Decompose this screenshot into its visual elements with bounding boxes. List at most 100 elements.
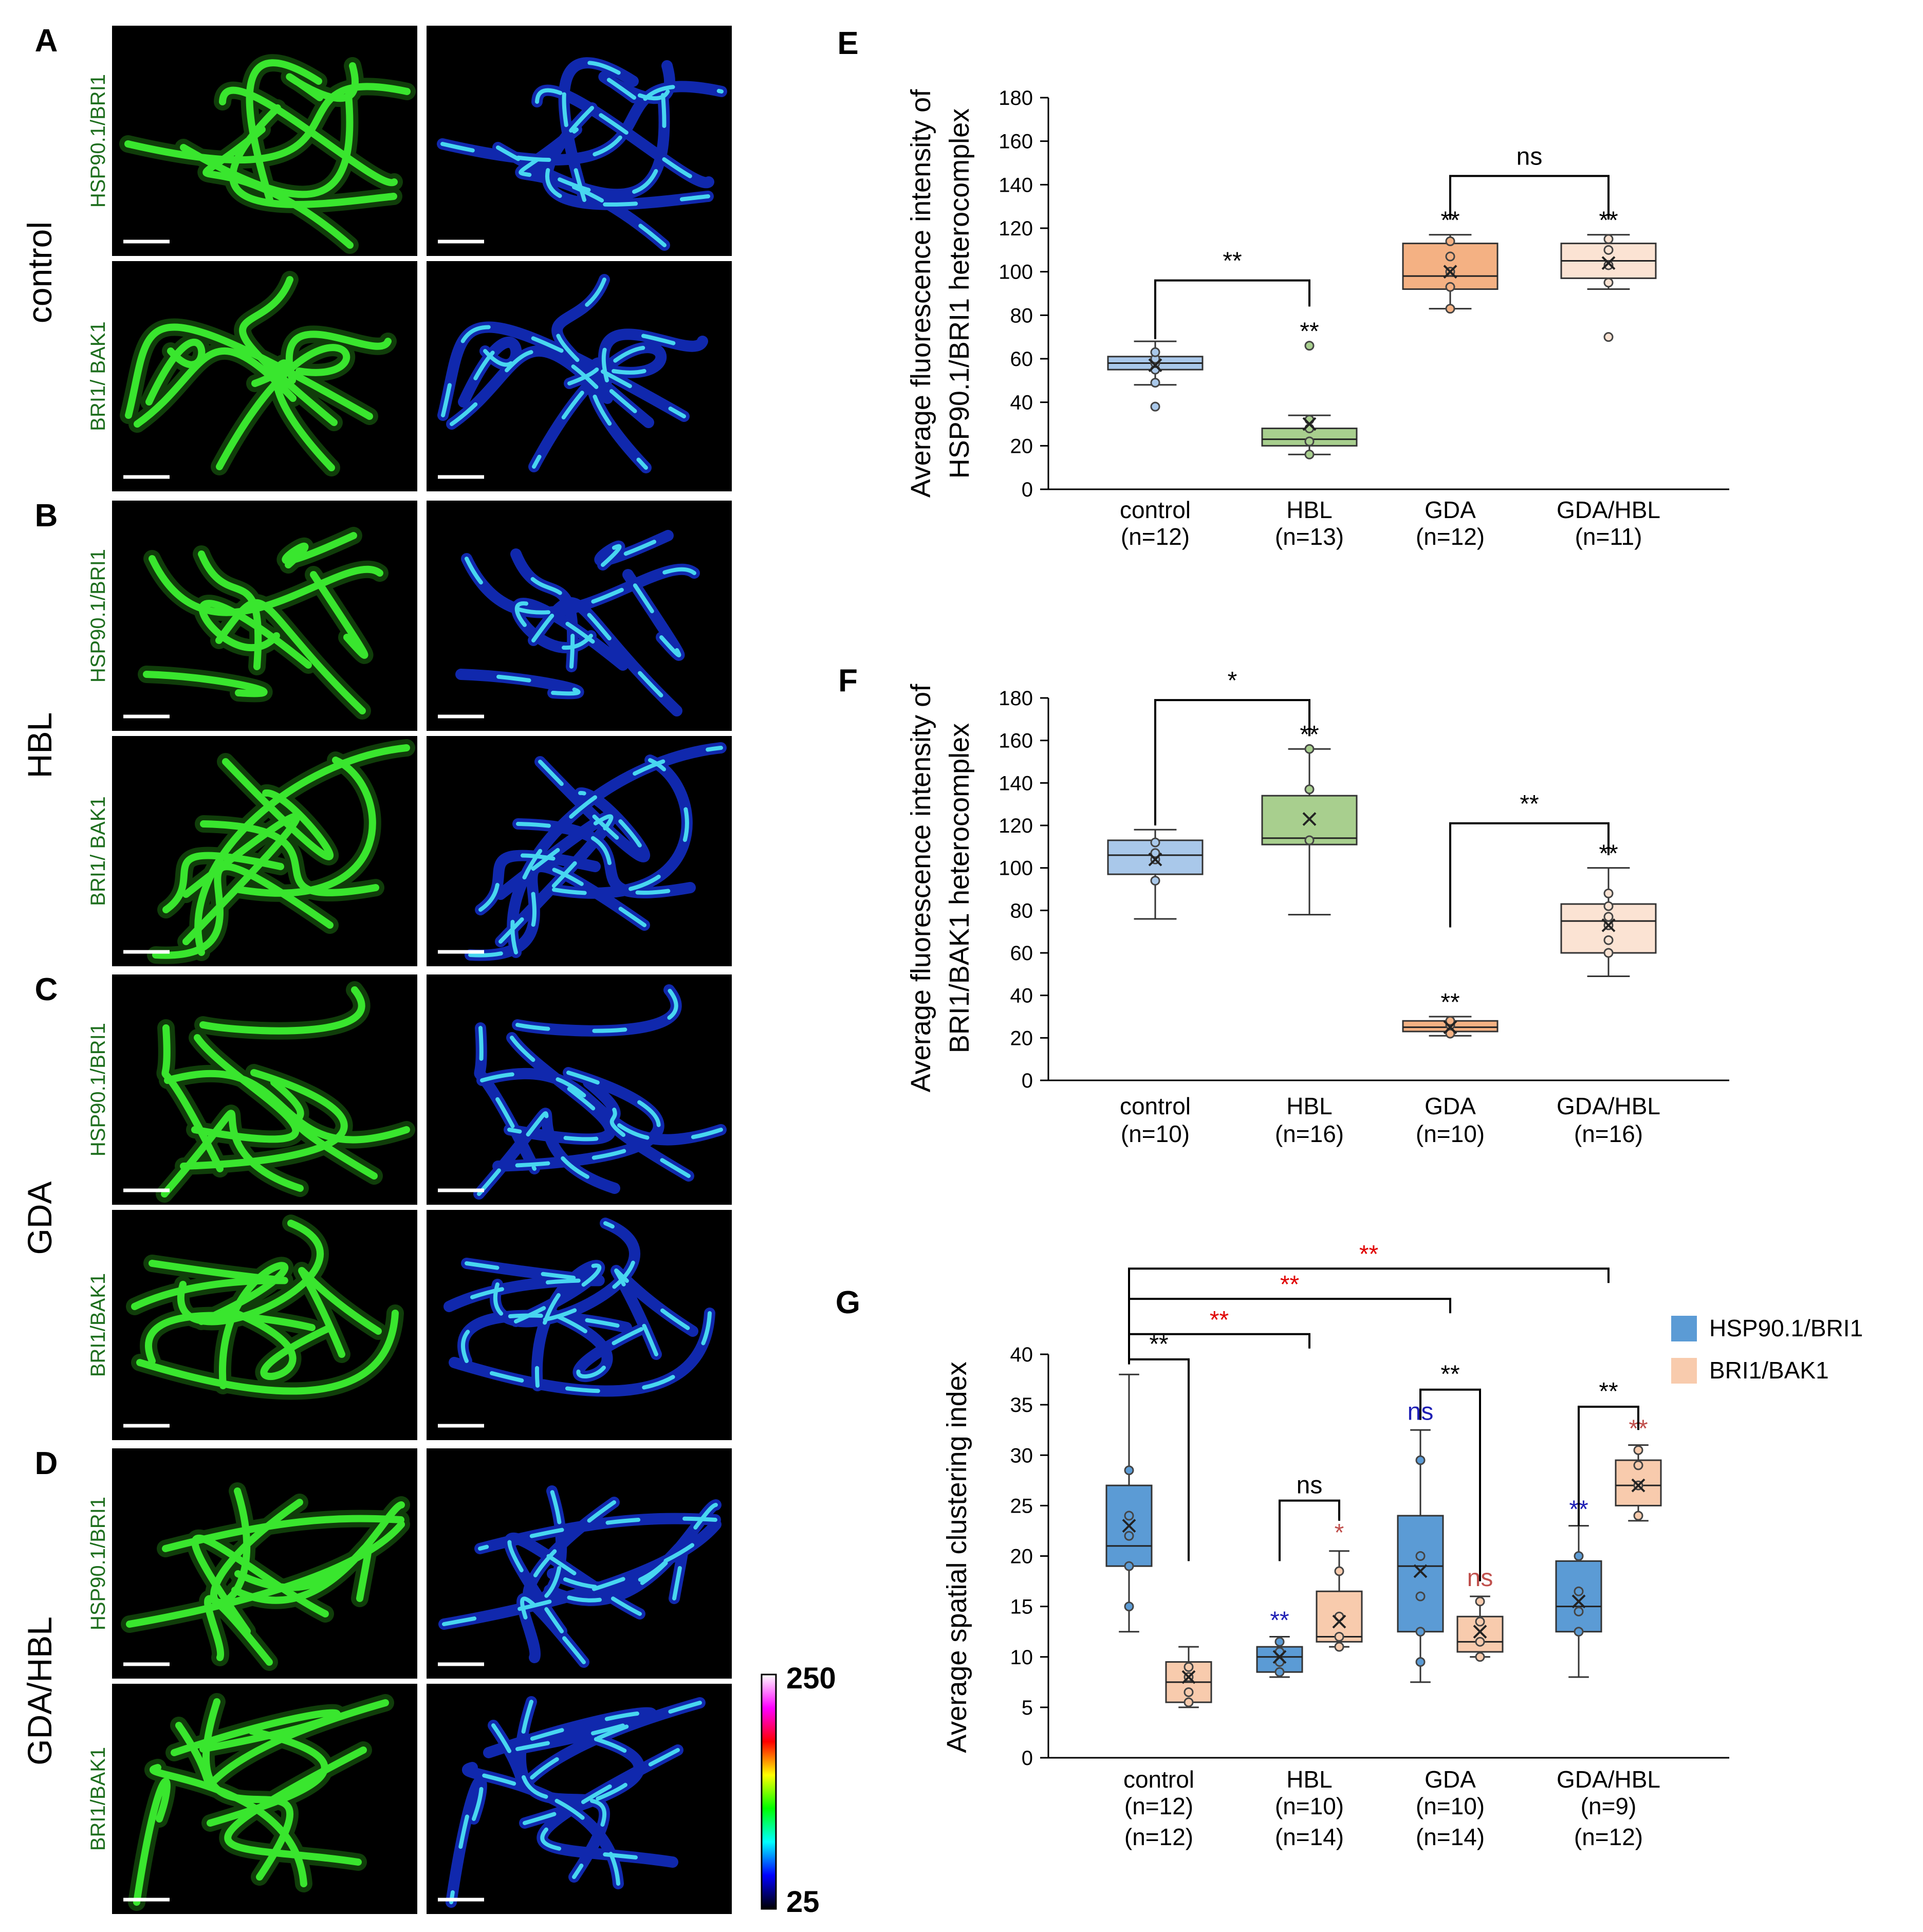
y-tick-label: 20	[1010, 1027, 1033, 1050]
iqr-box	[1402, 243, 1499, 290]
cell-wall-high-intensity	[447, 1221, 712, 1393]
cell-wall-signal	[143, 532, 383, 714]
panel-letter: G	[836, 1285, 860, 1320]
y-tick-label: 35	[1010, 1394, 1033, 1416]
data-point	[1124, 1465, 1134, 1476]
data-point	[1150, 401, 1160, 412]
n-label: (n=14)	[1275, 1824, 1344, 1850]
panel-letter: A	[35, 23, 58, 59]
y-tick-label: 120	[999, 815, 1033, 837]
y-tick-label: 10	[1010, 1646, 1033, 1669]
pair-bracket	[1128, 1358, 1190, 1561]
data-point	[1603, 332, 1614, 342]
bracket-label: **	[1223, 248, 1242, 275]
n-label: (n=10)	[1275, 1793, 1344, 1819]
condition-label: HBL	[21, 712, 59, 778]
data-point	[1334, 1566, 1344, 1576]
comparison-bracket	[1154, 279, 1310, 339]
y-tick-label: 0	[1022, 479, 1033, 501]
cell-wall-signal	[131, 1220, 399, 1395]
category-label: GDA/HBL	[1557, 496, 1660, 523]
cell-wall-signal	[152, 744, 410, 959]
category-label: GDA	[1425, 1766, 1476, 1793]
category-label: control	[1123, 1766, 1194, 1793]
panel-d: D GDA/HBL HSP90.1/BRI1 BRI1/BAK1	[21, 1446, 732, 1914]
y-tick-label: 20	[1010, 435, 1033, 457]
row-label: BRI1/ BAK1	[87, 321, 109, 431]
y-tick-label: 40	[1010, 985, 1033, 1007]
pair-bracket	[1578, 1406, 1639, 1526]
data-point	[1445, 251, 1455, 262]
box-hbl	[1261, 744, 1358, 916]
bracket-label: ns	[1517, 143, 1543, 170]
chart-e: E 0 20 40 60 80 100 120 140 160 180 Average fluores…	[837, 26, 1729, 550]
cell-wall-signal	[126, 1487, 405, 1666]
y-tick-label: 100	[999, 261, 1033, 284]
data-point	[1124, 1531, 1134, 1541]
n-label: (n=12)	[1121, 523, 1190, 550]
data-point	[1415, 1627, 1426, 1637]
n-label: (n=13)	[1275, 523, 1344, 550]
data-point	[1603, 888, 1614, 898]
legend-label: HSP90.1/BRI1	[1709, 1315, 1863, 1341]
mean-marker	[1413, 1564, 1428, 1578]
data-point	[1184, 1662, 1194, 1672]
n-label: (n=11)	[1575, 523, 1642, 550]
panel-letter: B	[35, 498, 58, 533]
y-tick-label: 100	[999, 857, 1033, 880]
row-label: HSP90.1/BRI1	[87, 74, 109, 208]
y-tick-label: 20	[1010, 1545, 1033, 1568]
data-point	[1124, 1602, 1134, 1612]
data-point	[1633, 1445, 1643, 1455]
y-axis-label: Average fluorescence intensity of	[905, 89, 936, 498]
mean-marker	[1148, 358, 1162, 373]
n-label: (n=12)	[1416, 523, 1485, 550]
box-control	[1107, 340, 1204, 412]
n-label: (n=10)	[1121, 1120, 1190, 1147]
cross-bracket	[1128, 1298, 1451, 1359]
data-point	[1304, 341, 1315, 351]
panel-b: B HBL HSP90.1/BRI1 BRI1/ BAK1	[21, 498, 732, 966]
data-point	[1415, 1551, 1426, 1561]
y-tick-label: 120	[999, 217, 1033, 240]
category-label: control	[1120, 496, 1191, 523]
data-point	[1603, 245, 1614, 255]
data-point	[1603, 234, 1614, 244]
bracket-label: **	[1280, 1271, 1299, 1298]
y-tick-label: 0	[1022, 1070, 1033, 1092]
cell-wall-signal	[124, 59, 411, 249]
category-label: HBL	[1286, 1093, 1332, 1119]
data-point	[1274, 1667, 1285, 1677]
data-point	[1274, 1636, 1285, 1647]
data-point	[1445, 1016, 1455, 1026]
row-label: HSP90.1/BRI1	[87, 1497, 109, 1630]
chart-g: G 0 5 10 15 20 25 30 35 40 Average spatial cluster…	[836, 1241, 1863, 1850]
data-point	[1304, 835, 1315, 845]
cell-wall-high-intensity	[449, 1700, 702, 1904]
category-label: HBL	[1286, 1766, 1332, 1793]
box-gda	[1402, 1016, 1499, 1039]
pair-bracket	[1419, 1388, 1481, 1581]
bracket-label: **	[1599, 1378, 1618, 1405]
legend-swatch	[1671, 1358, 1697, 1384]
cell-wall-high-intensity	[440, 61, 724, 247]
data-point	[1304, 449, 1315, 459]
data-point	[1475, 1652, 1485, 1662]
data-point	[1150, 875, 1160, 886]
mean-marker	[1148, 852, 1162, 867]
box-gda-hbl	[1560, 234, 1657, 342]
condition-label: GDA	[21, 1181, 59, 1255]
data-point	[1633, 1460, 1643, 1470]
bracket-label: **	[1440, 1361, 1459, 1388]
data-point	[1150, 837, 1160, 848]
data-point	[1415, 1455, 1426, 1465]
colorbar: 250 25	[761, 1662, 836, 1919]
box-gda	[1456, 1595, 1504, 1662]
chart-f: F 0 20 40 60 80 100 120 140 160 180 Average fluores…	[838, 663, 1729, 1147]
data-point	[1445, 282, 1455, 292]
bracket-label: ns	[1297, 1472, 1323, 1499]
mean-marker	[1443, 1020, 1457, 1035]
y-tick-label: 5	[1022, 1697, 1033, 1719]
row-label: BRI1/BAK1	[87, 1273, 109, 1377]
